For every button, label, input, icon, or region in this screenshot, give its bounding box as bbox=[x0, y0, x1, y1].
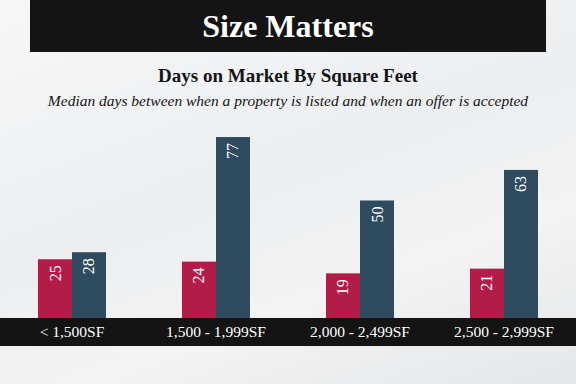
bar bbox=[72, 252, 106, 318]
data-labels: 25 24 19 21 28 77 50 63 bbox=[47, 143, 530, 295]
category-label: 2,000 - 2,499SF bbox=[310, 323, 410, 340]
subtitle: Days on Market By Square Feet bbox=[158, 65, 418, 86]
title-banner bbox=[30, 0, 546, 52]
category-label: < 1,500SF bbox=[40, 323, 105, 340]
caption: Median days between when a property is l… bbox=[47, 92, 529, 109]
bars bbox=[38, 137, 538, 318]
bar bbox=[326, 273, 360, 318]
bar bbox=[182, 262, 216, 318]
data-label: 21 bbox=[479, 275, 496, 291]
bar bbox=[216, 137, 250, 318]
bar bbox=[470, 269, 504, 318]
data-label: 50 bbox=[369, 207, 386, 223]
data-label: 19 bbox=[335, 279, 352, 295]
bar bbox=[360, 201, 394, 319]
data-label: 25 bbox=[47, 265, 64, 281]
category-label: 2,500 - 2,999SF bbox=[454, 323, 554, 340]
bar bbox=[504, 170, 538, 318]
bar bbox=[38, 259, 72, 318]
title: Size Matters bbox=[202, 8, 373, 44]
data-label: 28 bbox=[81, 258, 98, 274]
data-label: 77 bbox=[225, 143, 242, 159]
chart: Size Matters Days on Market By Square Fee… bbox=[0, 0, 576, 384]
category-label: 1,500 - 1,999SF bbox=[166, 323, 266, 340]
data-label: 63 bbox=[513, 176, 530, 192]
data-label: 24 bbox=[191, 268, 208, 284]
category-band bbox=[0, 318, 576, 346]
